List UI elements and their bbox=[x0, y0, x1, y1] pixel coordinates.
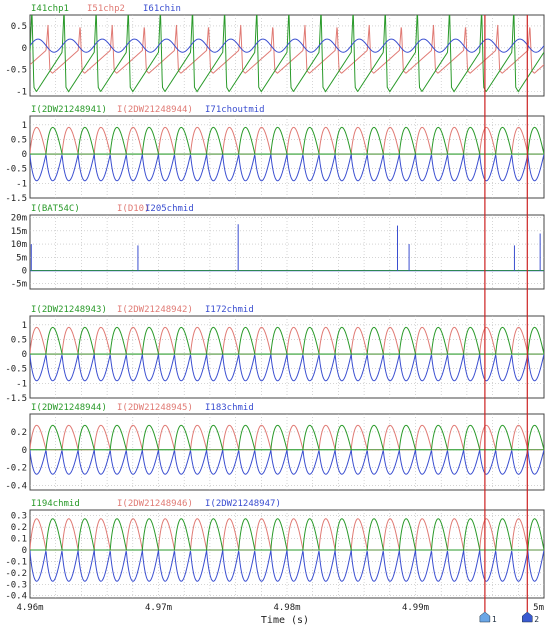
series-line-green bbox=[30, 15, 544, 93]
legend-entry: I(2DW21248941) bbox=[31, 105, 107, 115]
panel-2: 1 0.5 0 -0.5 -1 -1.5 I(2DW21248941) I(2DW212489… bbox=[5, 105, 545, 204]
y-tick-label: 0 bbox=[22, 446, 27, 456]
y-tick-label: -0.5 bbox=[5, 165, 27, 175]
traces bbox=[30, 326, 544, 382]
x-tick-label: 5m bbox=[533, 603, 544, 613]
panel-6: 0.30.2 0.10-0.1 -0.2-0.3 -0.4 I194chmid I(2DW… bbox=[5, 499, 545, 602]
x-axis: 4.96m 4.97m 4.98m 4.99m 5m 1 2 bbox=[16, 603, 544, 624]
series-line-blue bbox=[30, 38, 544, 53]
legend-entry: I41chp1 bbox=[31, 4, 69, 14]
legend-entry: I(2DW21248943) bbox=[31, 305, 107, 315]
legend-entry: I71choutmid bbox=[205, 105, 265, 115]
traces bbox=[30, 15, 544, 93]
y-tick-label: 0 bbox=[22, 350, 27, 360]
y-tick-label: 0 bbox=[22, 150, 27, 160]
y-tick-label: -1 bbox=[16, 88, 27, 98]
legend-entry: I51chp2 bbox=[87, 4, 125, 14]
y-tick-label: -0.4 bbox=[5, 592, 27, 602]
legend-entry: I(2DW21248942) bbox=[117, 305, 193, 315]
traces bbox=[30, 518, 544, 582]
legend-entry: I(2DW21248944) bbox=[117, 105, 193, 115]
y-tick-label: -1.5 bbox=[5, 394, 27, 404]
legend-entry: I(2DW21248944) bbox=[31, 403, 107, 413]
x-tick-label: 4.99m bbox=[402, 603, 429, 613]
x-tick-label: 4.96m bbox=[16, 603, 43, 613]
traces bbox=[30, 424, 544, 475]
panel-3: 20m 15m 10m 5m 0 -5m I(BAT54C) I(D10)I205chmid bbox=[11, 204, 545, 290]
y-tick-label: 0.5 bbox=[11, 335, 27, 345]
legend-entry: I172chmid bbox=[205, 305, 254, 315]
traces bbox=[30, 126, 544, 182]
y-tick-label: -0.2 bbox=[5, 464, 27, 474]
y-tick-label: 5m bbox=[16, 253, 27, 263]
cursor-flag-icon bbox=[522, 611, 533, 623]
y-tick-label: 10m bbox=[11, 240, 27, 250]
cursor-label: 1 bbox=[492, 615, 497, 624]
y-tick-label: 0.5 bbox=[11, 22, 27, 32]
legend-entry: I(2DW21248946) bbox=[117, 499, 193, 509]
y-tick-label: 0 bbox=[22, 267, 27, 277]
legend-entry: I61chin bbox=[143, 4, 181, 14]
y-tick-label: 1 bbox=[22, 321, 27, 331]
y-tick-label: -1.5 bbox=[5, 194, 27, 204]
y-tick-label: 0.5 bbox=[11, 135, 27, 145]
panels-layer: 0.5 0 -0.5 -1 I41chp1 I51chp2 I61chin 1 0.5 0 -0.5… bbox=[5, 4, 545, 612]
legend-entry: I(2DW21248945) bbox=[117, 403, 193, 413]
cursor-marker-1[interactable]: 1 bbox=[479, 611, 497, 624]
traces bbox=[30, 224, 544, 272]
y-tick-label: -1 bbox=[16, 179, 27, 189]
y-tick-label: -0.5 bbox=[5, 66, 27, 76]
x-tick-label: 4.98m bbox=[273, 603, 300, 613]
y-tick-label: -0.5 bbox=[5, 365, 27, 375]
y-tick-label: -0.2 bbox=[5, 569, 27, 579]
y-tick-label: 1 bbox=[22, 121, 27, 131]
legend-entry: I205chmid bbox=[145, 204, 194, 214]
y-tick-label: 0 bbox=[22, 546, 27, 556]
y-tick-label: 20m bbox=[11, 214, 27, 224]
legend-entry: I(BAT54C) bbox=[31, 204, 80, 214]
cursor-flag-icon bbox=[479, 611, 491, 623]
y-tick-label: 0.2 bbox=[11, 428, 27, 438]
panel-1: 0.5 0 -0.5 -1 I41chp1 I51chp2 I61chin bbox=[5, 4, 545, 98]
y-tick-label: 0 bbox=[22, 44, 27, 54]
panel-5: 0.2 0 -0.2 -0.4 I(2DW21248944) I(2DW21248945)… bbox=[5, 403, 545, 492]
cursor-label: 2 bbox=[534, 615, 539, 624]
y-tick-label: 15m bbox=[11, 227, 27, 237]
y-tick-label: -0.1 bbox=[5, 557, 27, 567]
y-tick-label: -0.3 bbox=[5, 580, 27, 590]
series-line-red bbox=[30, 24, 544, 74]
x-axis-label: Time (s) bbox=[261, 615, 309, 626]
y-tick-label: -0.4 bbox=[5, 482, 27, 492]
cursor-marker-2[interactable]: 2 bbox=[522, 611, 539, 624]
y-tick-label: 0.1 bbox=[11, 535, 27, 545]
legend-entry: I183chmid bbox=[205, 403, 254, 413]
panel-4: 1 0.5 0 -0.5 -1 -1.5 I(2DW21248943) I(2DW212489… bbox=[5, 305, 545, 404]
y-tick-label: -5m bbox=[11, 280, 27, 290]
legend-entry: I(D10) bbox=[117, 204, 150, 214]
y-tick-label: -1 bbox=[16, 379, 27, 389]
legend-entry: I(2DW21248947) bbox=[205, 499, 281, 509]
y-tick-label: 0.3 bbox=[11, 512, 27, 522]
x-tick-label: 4.97m bbox=[145, 603, 172, 613]
y-tick-label: 0.2 bbox=[11, 523, 27, 533]
legend-entry: I194chmid bbox=[31, 499, 80, 509]
